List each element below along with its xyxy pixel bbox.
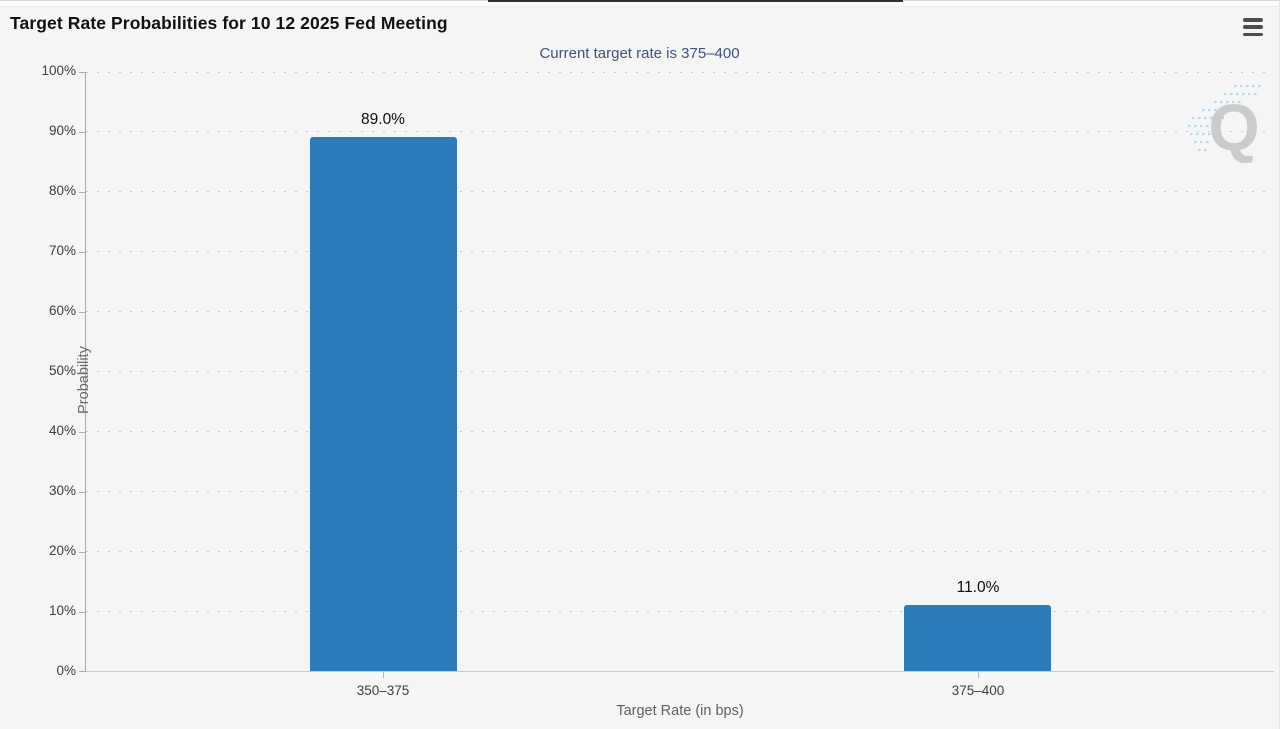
bar-375–400[interactable] — [904, 605, 1051, 671]
y-tick-mark — [79, 132, 86, 133]
y-tick-mark — [79, 252, 86, 253]
gridline — [86, 131, 1274, 132]
x-tick-mark — [978, 672, 979, 678]
y-tick-mark — [79, 72, 86, 73]
gridline — [86, 611, 1274, 612]
y-tick-label: 30% — [48, 483, 76, 498]
hamburger-icon — [1243, 18, 1263, 22]
x-axis-title: Target Rate (in bps) — [616, 703, 744, 719]
y-tick-label: 10% — [48, 603, 76, 618]
y-tick-label: 70% — [48, 243, 76, 258]
gridline — [86, 431, 1274, 432]
svg-text:Q: Q — [1208, 90, 1259, 164]
gridline — [86, 72, 1274, 73]
gridline — [86, 371, 1274, 372]
bar-value-label: 11.0% — [956, 579, 1000, 596]
y-tick-mark — [79, 671, 86, 672]
y-tick-label: 80% — [48, 183, 76, 198]
y-axis-title: Probability — [76, 346, 92, 414]
y-tick-label: 20% — [48, 543, 76, 558]
y-tick-mark — [79, 312, 86, 313]
x-tick-label: 350–375 — [356, 683, 410, 698]
y-tick-mark — [79, 432, 86, 433]
bar-value-label: 89.0% — [361, 111, 405, 128]
y-tick-mark — [79, 552, 86, 553]
gridline — [86, 191, 1274, 192]
chart-subtitle: Current target rate is 375–400 — [539, 45, 740, 62]
gridline — [86, 251, 1274, 252]
y-tick-label: 100% — [41, 63, 76, 78]
gridline — [86, 311, 1274, 312]
gridline — [86, 551, 1274, 552]
y-tick-mark — [79, 492, 86, 493]
y-tick-label: 60% — [48, 303, 76, 318]
x-tick-label: 375–400 — [951, 683, 1005, 698]
plot-area: Target Rate (in bps) Probability 0% 10% 20… — [41, 63, 1274, 719]
bar-350–375[interactable] — [310, 137, 457, 671]
gridline — [86, 491, 1274, 492]
y-tick-mark — [79, 192, 86, 193]
quikstrike-q-watermark-icon: Q — [1188, 84, 1264, 164]
y-tick-label: 90% — [48, 123, 76, 138]
y-tick-mark — [79, 372, 86, 373]
y-tick-label: 40% — [48, 423, 76, 438]
y-tick-mark — [79, 612, 86, 613]
top-border-segment — [488, 0, 903, 2]
menu-button[interactable] — [1243, 17, 1265, 37]
x-tick-mark — [383, 672, 384, 678]
chart-title: Target Rate Probabilities for 10 12 2025… — [10, 13, 448, 33]
y-tick-label: 0% — [56, 663, 76, 678]
y-tick-label: 50% — [48, 363, 76, 378]
